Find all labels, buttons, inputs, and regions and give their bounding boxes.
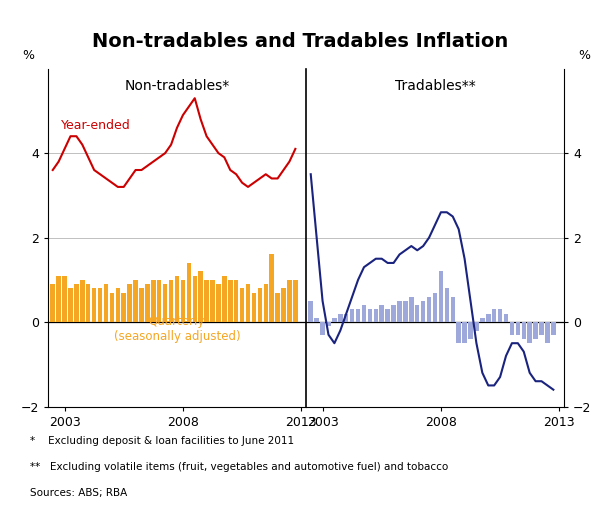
Bar (98, 288, 103, 322)
Bar (320, 322, 325, 335)
Bar (56, 276, 61, 322)
Bar (374, 309, 378, 322)
Bar (151, 280, 155, 322)
Bar (545, 322, 550, 343)
Bar (275, 293, 280, 322)
Bar (116, 288, 120, 322)
Bar (257, 288, 262, 322)
Text: Sources: ABS; RBA: Sources: ABS; RBA (30, 488, 127, 498)
Text: Year-ended: Year-ended (61, 119, 131, 133)
Bar (509, 322, 514, 335)
Bar (222, 276, 227, 322)
Bar (228, 280, 233, 322)
Bar (62, 276, 67, 322)
Bar (127, 284, 132, 322)
Bar (480, 318, 485, 322)
Bar (498, 309, 502, 322)
Bar (92, 288, 97, 322)
Bar (338, 314, 343, 322)
Bar (474, 322, 479, 331)
Text: Non-tradables and Tradables Inflation: Non-tradables and Tradables Inflation (92, 32, 508, 51)
Bar (110, 293, 114, 322)
Bar (409, 297, 413, 322)
Text: **   Excluding volatile items (fruit, vegetables and automotive fuel) and tobacc: ** Excluding volatile items (fruit, vege… (30, 462, 448, 472)
Bar (344, 314, 349, 322)
Bar (356, 309, 361, 322)
Bar (439, 271, 443, 322)
Bar (326, 322, 331, 326)
Text: %: % (22, 49, 34, 62)
Text: Non-tradables*: Non-tradables* (124, 79, 230, 93)
Bar (385, 309, 390, 322)
Bar (68, 288, 73, 322)
Bar (139, 288, 144, 322)
Text: %: % (578, 49, 590, 62)
Bar (80, 280, 85, 322)
Bar (332, 318, 337, 322)
Bar (463, 322, 467, 343)
Bar (403, 301, 407, 322)
Bar (427, 297, 431, 322)
Text: Tradables**: Tradables** (395, 79, 475, 93)
Bar (121, 293, 126, 322)
Bar (527, 322, 532, 343)
Bar (175, 276, 179, 322)
Bar (533, 322, 538, 339)
Bar (86, 284, 91, 322)
Bar (181, 280, 185, 322)
Bar (539, 322, 544, 335)
Bar (216, 284, 221, 322)
Bar (551, 322, 556, 335)
Bar (445, 288, 449, 322)
Bar (263, 284, 268, 322)
Bar (169, 280, 173, 322)
Bar (193, 276, 197, 322)
Text: Quarterly
(seasonally adjusted): Quarterly (seasonally adjusted) (113, 315, 241, 343)
Bar (368, 309, 372, 322)
Bar (187, 263, 191, 322)
Bar (362, 305, 366, 322)
Bar (379, 305, 384, 322)
Bar (397, 301, 402, 322)
Bar (314, 318, 319, 322)
Bar (504, 314, 508, 322)
Bar (515, 322, 520, 335)
Bar (269, 254, 274, 322)
Bar (205, 280, 209, 322)
Bar (133, 280, 138, 322)
Bar (210, 280, 215, 322)
Text: *    Excluding deposit & loan facilities to June 2011: * Excluding deposit & loan facilities to… (30, 436, 294, 446)
Bar (521, 322, 526, 339)
Bar (492, 309, 496, 322)
Bar (74, 284, 79, 322)
Bar (415, 305, 419, 322)
Bar (350, 309, 355, 322)
Bar (486, 314, 491, 322)
Bar (308, 301, 313, 322)
Bar (281, 288, 286, 322)
Bar (234, 280, 238, 322)
Bar (293, 280, 298, 322)
Bar (157, 280, 161, 322)
Bar (251, 293, 256, 322)
Bar (457, 322, 461, 343)
Bar (199, 271, 203, 322)
Bar (468, 322, 473, 339)
Bar (145, 284, 149, 322)
Bar (163, 284, 167, 322)
Bar (433, 293, 437, 322)
Bar (104, 284, 108, 322)
Bar (421, 301, 425, 322)
Bar (246, 284, 250, 322)
Bar (287, 280, 292, 322)
Bar (451, 297, 455, 322)
Bar (50, 284, 55, 322)
Bar (240, 288, 244, 322)
Bar (391, 305, 396, 322)
